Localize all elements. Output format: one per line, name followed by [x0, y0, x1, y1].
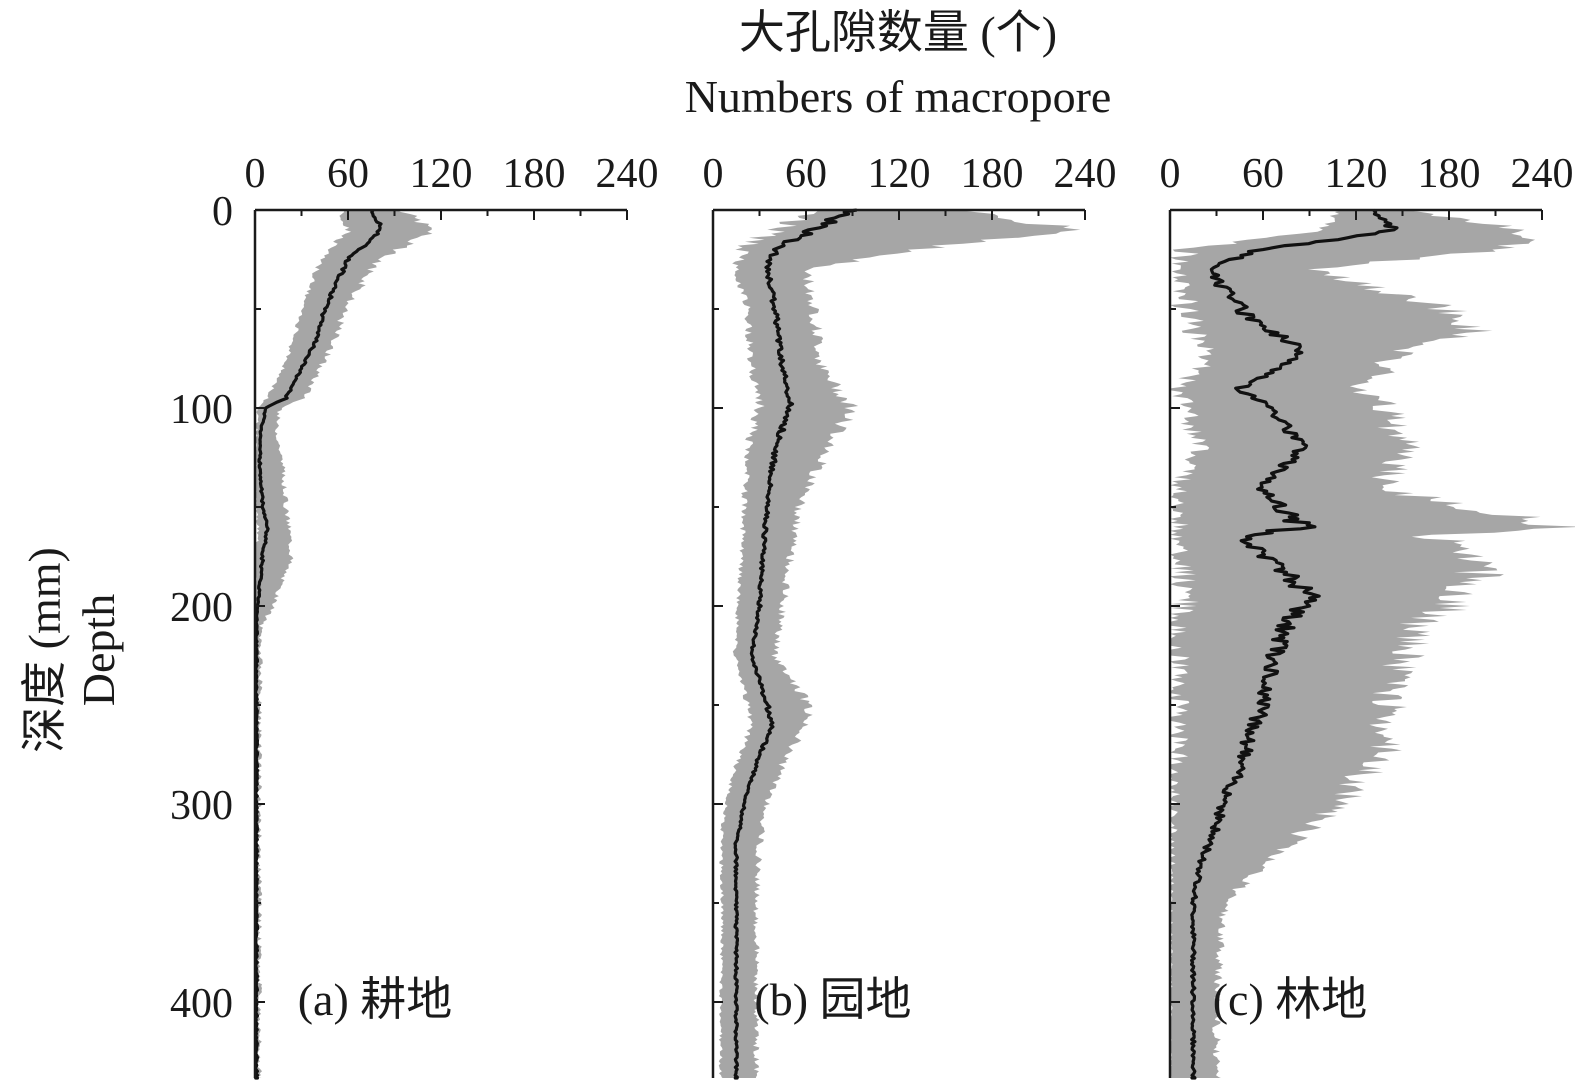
x-tick-label: 120 [1325, 151, 1388, 197]
y-tick-label: 100 [170, 387, 233, 433]
y-tick-label: 300 [170, 783, 233, 829]
y-tick-label: 400 [170, 981, 233, 1027]
mean-line [733, 208, 857, 1080]
x-tick-label: 240 [1511, 151, 1574, 197]
x-tick-label: 0 [245, 151, 266, 197]
x-tick-label: 60 [327, 151, 369, 197]
panel-label: (c) 林地 [1213, 974, 1368, 1025]
x-axis-title-cn: 大孔隙数量 (个) [739, 7, 1057, 58]
x-tick-label: 180 [961, 151, 1024, 197]
x-tick-label: 60 [785, 151, 827, 197]
y-axis-title-en: Depth [73, 594, 124, 706]
x-tick-label: 120 [410, 151, 473, 197]
range-band [1170, 210, 1575, 1078]
panel-label: (b) 园地 [754, 974, 911, 1025]
range-band [255, 210, 433, 1078]
x-tick-label: 0 [703, 151, 724, 197]
y-tick-label: 0 [212, 189, 233, 235]
x-tick-label: 60 [1242, 151, 1284, 197]
panel-2: 0 60 120 180 240 (b) 园地 [703, 151, 1117, 1080]
panel-1: 0 60 120 180 240 (a) 耕地 [245, 151, 659, 1080]
x-tick-label: 240 [1054, 151, 1117, 197]
x-tick-label: 120 [868, 151, 931, 197]
y-tick-label: 200 [170, 585, 233, 631]
panel-3: 0 60 120 180 240 (c) 林地 [1160, 151, 1575, 1080]
panel-label: (a) 耕地 [298, 974, 453, 1025]
x-axis-title-en: Numbers of macropore [685, 71, 1112, 122]
chart-panels: 0 60 120 180 240 (a) 耕地 0 60 120 180 240 (b) 园地 0 60 1… [170, 151, 1575, 1080]
x-tick-label: 0 [1160, 151, 1181, 197]
mean-line [254, 209, 383, 1080]
y-axis-title: 深度 (mm) Depth [19, 547, 124, 753]
x-tick-label: 240 [596, 151, 659, 197]
x-tick-label: 180 [1418, 151, 1481, 197]
range-band [718, 210, 1081, 1078]
y-axis-title-cn: 深度 (mm) [19, 547, 70, 753]
x-tick-label: 180 [503, 151, 566, 197]
mean-line [1190, 208, 1399, 1080]
